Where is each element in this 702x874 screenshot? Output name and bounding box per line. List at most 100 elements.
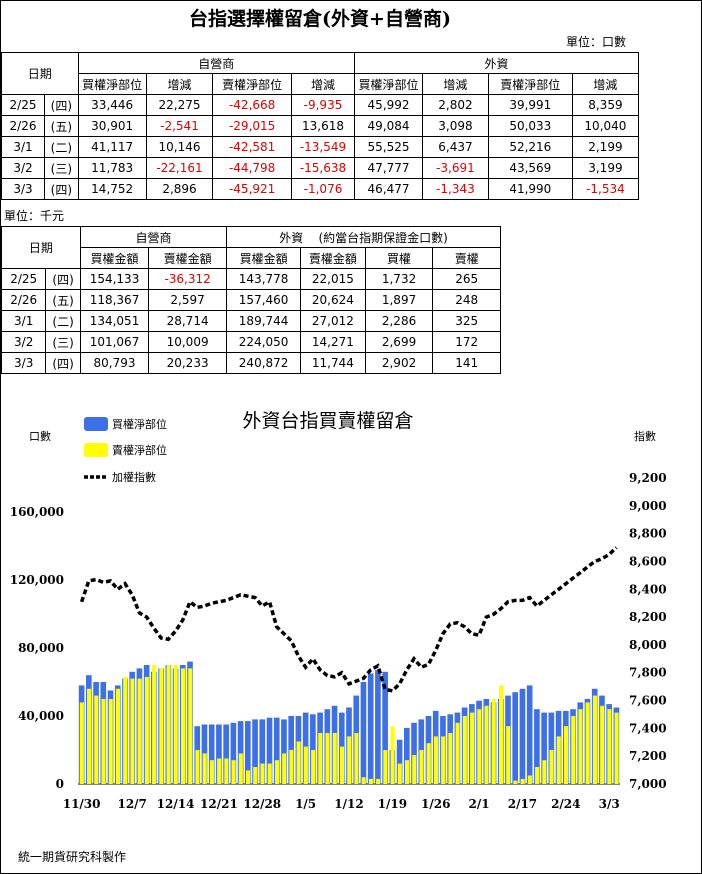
bar-call-position (252, 719, 258, 784)
table-cell: 46,477 (353, 178, 424, 200)
table-cell: 6,437 (422, 136, 489, 158)
bar-put-position (246, 770, 251, 784)
table-cell: 20,233 (148, 352, 228, 374)
table-row: 3/3 (四) 14,752 2,896 -45,921 -1,076 46,477 -1,3… (0, 178, 640, 200)
y2-tick-label: 8,600 (629, 554, 667, 568)
table-row: 2/26 (五) 118,367 2,597 157,460 20,624 1,897 248 (0, 289, 501, 311)
table-cell: 101,067 (79, 331, 150, 353)
table-cell: -15,638 (291, 157, 355, 179)
bar-put-position (332, 733, 337, 784)
table-cell: 10,146 (145, 136, 214, 158)
y2-tick-label: 8,800 (629, 527, 667, 541)
row-weekday: (四) (44, 94, 79, 116)
x-tick-label: 11/30 (63, 797, 101, 811)
bar-put-position (549, 750, 554, 784)
table-cell: 11,783 (77, 157, 147, 179)
group-header-foreign-label: 外資 (279, 230, 304, 245)
row-date: 3/3 (0, 178, 46, 200)
table-cell: 11,744 (300, 352, 366, 374)
bar-call-position (526, 685, 533, 784)
table-row: 3/1 (二) 41,117 10,146 -42,581 -13,549 55,525 6,… (0, 136, 640, 158)
bar-put-position (152, 665, 157, 784)
x-tick-label: 12/28 (243, 797, 281, 811)
column-header: 賣權淨部位 (487, 73, 573, 95)
table-cell: 49,084 (353, 115, 424, 137)
row-date: 3/1 (0, 310, 47, 332)
bar-call-position (223, 724, 229, 784)
y2-tick-label: 8,400 (629, 582, 667, 596)
bar-call-position (273, 717, 280, 784)
table-cell: -1,534 (571, 178, 640, 200)
column-header: 賣權金額 (300, 247, 366, 269)
bar-put-position (368, 778, 373, 784)
column-header: 增減 (571, 73, 640, 95)
table-cell: 143,778 (226, 268, 302, 290)
table-cell: -1,343 (422, 178, 489, 200)
bar-put-position (79, 702, 84, 784)
table-cell: -44,798 (212, 157, 292, 179)
group-header-note: (約當台指期保證金口數) (318, 230, 448, 245)
column-header: 買權金額 (226, 247, 302, 269)
bar-put-position (159, 668, 164, 784)
table-cell: 154,133 (79, 268, 150, 290)
bar-put-position (144, 676, 149, 784)
bar-put-position (527, 775, 532, 784)
bar-put-position (477, 709, 482, 784)
table-cell: -42,668 (212, 94, 292, 116)
x-tick-label: 1/12 (334, 797, 363, 811)
unit-label-amount: 單位：千元 (4, 209, 65, 223)
row-date: 2/25 (0, 268, 47, 290)
table-cell: 43,569 (487, 157, 573, 179)
bar-call-position (208, 724, 215, 784)
bar-put-position (224, 758, 229, 784)
column-header: 買權淨部位 (353, 73, 424, 95)
bar-call-position (541, 712, 547, 784)
bar-put-position (195, 750, 200, 784)
x-tick-label: 2/1 (469, 797, 490, 811)
bar-put-position (318, 733, 323, 784)
bar-put-position (173, 665, 178, 784)
bar-put-position (180, 668, 186, 784)
table-cell: 20,624 (300, 289, 366, 311)
group-header-dealer: 自營商 (79, 226, 228, 248)
x-tick-label: 1/19 (378, 797, 407, 811)
table-row: 3/1 (二) 134,051 28,714 189,744 27,012 2,286 325 (0, 310, 501, 332)
bar-put-position (188, 668, 193, 784)
positions-table: 日期 自營商 外資 買權淨部位 增減 賣權淨部位 增減 買權淨部位 增減 賣權淨部位 增減 2… (0, 52, 640, 200)
bar-put-position (607, 709, 612, 784)
bar-put-position (520, 778, 525, 784)
bar-put-position (600, 705, 605, 784)
table-cell: 118,367 (79, 289, 150, 311)
legend-swatch (84, 417, 108, 431)
bar-put-position (282, 753, 287, 784)
table-cell: 224,050 (226, 331, 302, 353)
bar-call-position (375, 670, 381, 784)
column-header: 增減 (145, 73, 214, 95)
table-cell: 134,051 (79, 310, 150, 332)
row-date: 2/26 (0, 115, 46, 137)
bar-put-position (238, 753, 243, 784)
row-weekday: (四) (45, 352, 81, 374)
y2-tick-label: 7,000 (629, 777, 667, 791)
table-cell: 325 (432, 310, 501, 332)
bar-call-position (548, 712, 555, 784)
bar-put-position (491, 699, 496, 784)
row-weekday: (三) (44, 157, 79, 179)
chart-title: 外資台指買賣權留倉 (242, 410, 413, 432)
bar-call-position (382, 671, 388, 784)
table-cell: 1,897 (364, 289, 434, 311)
bar-put-position (289, 750, 294, 784)
column-header-row: 買權淨部位 增減 賣權淨部位 增減 買權淨部位 增減 賣權淨部位 增減 (2, 73, 640, 95)
bar-put-position (426, 743, 431, 784)
bar-put-position (123, 676, 128, 784)
table-cell: 41,117 (77, 136, 147, 158)
bar-call-position (266, 717, 273, 784)
bar-call-position (512, 692, 519, 784)
row-date: 3/2 (0, 157, 46, 179)
column-header: 增減 (422, 73, 489, 95)
bar-put-position (101, 699, 106, 784)
bar-put-position (419, 750, 424, 784)
table-cell: 50,033 (487, 115, 573, 137)
bar-put-position (470, 712, 475, 784)
table-cell: 2,699 (364, 331, 434, 353)
